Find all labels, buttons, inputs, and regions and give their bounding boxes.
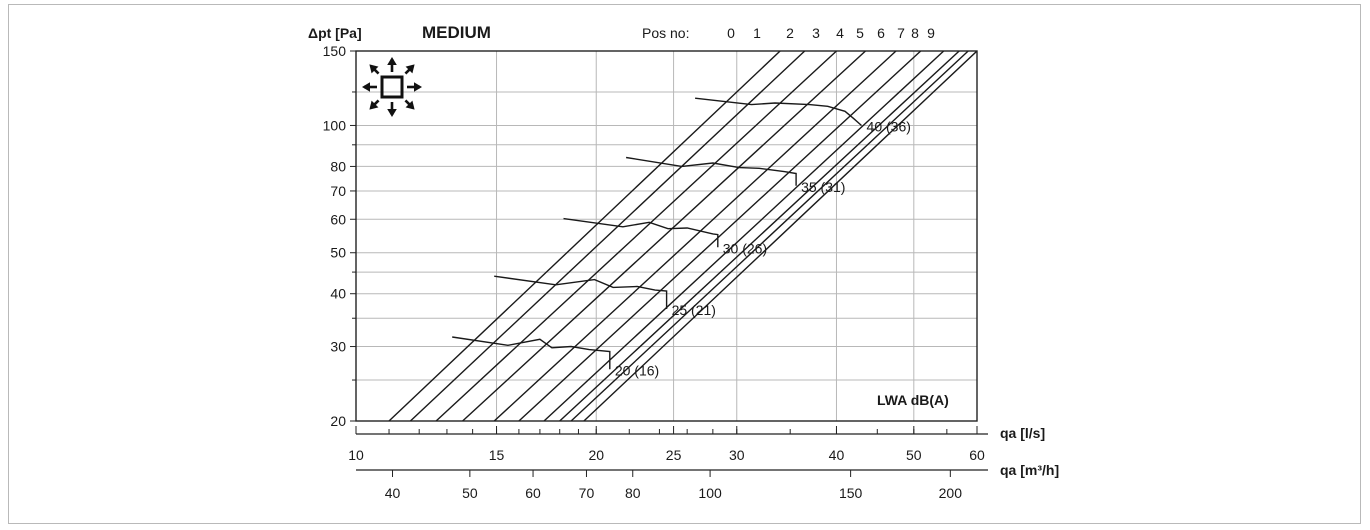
- position-lines: [388, 51, 977, 421]
- x-m3h-tick-label: 200: [939, 485, 963, 501]
- sound-level-curve: [695, 97, 862, 127]
- position-number: 1: [753, 25, 761, 41]
- x-m3h-tick-label: 80: [625, 485, 641, 501]
- position-line-9: [583, 51, 977, 421]
- position-number: 8: [911, 25, 919, 41]
- position-line-4: [493, 51, 897, 421]
- sound-level-label: 40 (36): [867, 118, 911, 134]
- sound-level-curve: [563, 217, 719, 248]
- sound-level-curve: [452, 336, 611, 370]
- x-ls-tick-label: 60: [969, 447, 985, 463]
- x-m3h-tick-label: 100: [698, 485, 722, 501]
- y-tick-label: 70: [330, 183, 346, 199]
- y-tick-label: 30: [330, 339, 346, 355]
- y-tick-label: 100: [323, 117, 347, 133]
- icon-arrow-head: [387, 57, 397, 65]
- x-ls-tick-label: 25: [666, 447, 682, 463]
- position-line-2: [435, 51, 837, 421]
- sound-level-legend: LWA dB(A): [877, 392, 949, 408]
- x-ls-tick-label: 30: [729, 447, 745, 463]
- icon-arrow-head: [387, 109, 397, 117]
- x-m3h-tick-label: 60: [525, 485, 541, 501]
- x-axes: 10 15 20 25 30 40 50 60 qa [l/s] 40 50 60 70 80 100 150…: [348, 425, 1059, 501]
- chart-frame: [8, 4, 1361, 524]
- position-number: 0: [727, 25, 735, 41]
- position-line-6: [543, 51, 945, 421]
- icon-arrow-head: [414, 82, 422, 92]
- y-axis-ticks: 150 100 80 70 60 50 40 30 20: [323, 43, 356, 429]
- sound-level-curves: 20 (16) 25 (21) 30 (26) 35 (31) 40 (36): [452, 97, 911, 378]
- position-line-7: [559, 51, 960, 421]
- x-ls-tick-label: 40: [829, 447, 845, 463]
- position-number: 3: [812, 25, 820, 41]
- sound-level-label: 35 (31): [801, 179, 845, 195]
- y-tick-label: 40: [330, 286, 346, 302]
- x-ls-tick-label: 15: [489, 447, 505, 463]
- pos-no-label: Pos no:: [642, 25, 689, 41]
- sound-level-curve: [625, 156, 797, 186]
- sound-level-label: 25 (21): [672, 302, 716, 318]
- position-number: 7: [897, 25, 905, 41]
- icon-arrow-head: [405, 100, 415, 110]
- x-m3h-tick-label: 150: [839, 485, 863, 501]
- y-tick-label: 20: [330, 413, 346, 429]
- grid-lines: [356, 51, 977, 421]
- icon-square: [380, 75, 404, 99]
- position-line-8: [570, 51, 969, 421]
- x-ls-tick-label: 10: [348, 447, 364, 463]
- x-m3h-tick-label: 50: [462, 485, 478, 501]
- x-axis-ls-title: qa [l/s]: [1000, 425, 1045, 441]
- position-number: 9: [927, 25, 935, 41]
- x-axis-m3h-title: qa [m³/h]: [1000, 462, 1059, 478]
- y-tick-label: 50: [330, 245, 346, 261]
- position-number: 2: [786, 25, 794, 41]
- position-line-3: [462, 51, 866, 421]
- chart-title: MEDIUM: [422, 23, 491, 42]
- plot-area-border: [355, 50, 978, 422]
- icon-arrow-head: [362, 82, 370, 92]
- y-tick-label: 150: [323, 43, 347, 59]
- position-line-1: [409, 51, 806, 421]
- position-line-5: [518, 51, 922, 421]
- sound-level-curve: [494, 275, 668, 309]
- x-ls-tick-label: 50: [906, 447, 922, 463]
- position-number: 4: [836, 25, 844, 41]
- icon-arrow-head: [369, 64, 379, 74]
- y-tick-label: 60: [330, 211, 346, 227]
- x-ls-tick-label: 20: [588, 447, 604, 463]
- icon-arrow-head: [405, 64, 415, 74]
- y-axis-title: Δpt [Pa]: [308, 25, 362, 41]
- four-way-diffuser-icon: [362, 57, 422, 117]
- x-m3h-tick-label: 70: [579, 485, 595, 501]
- sound-level-label: 30 (26): [723, 240, 767, 256]
- position-number: 6: [877, 25, 885, 41]
- y-tick-label: 80: [330, 158, 346, 174]
- sound-level-label: 20 (16): [615, 362, 659, 378]
- position-line-0: [388, 51, 781, 421]
- icon-arrow-head: [369, 100, 379, 110]
- position-number: 5: [856, 25, 864, 41]
- chart-labels: Δpt [Pa] MEDIUM Pos no: 0 1 2 3 4 5 6 7 8 9 LWA dB(A): [308, 23, 949, 408]
- x-m3h-tick-label: 40: [385, 485, 401, 501]
